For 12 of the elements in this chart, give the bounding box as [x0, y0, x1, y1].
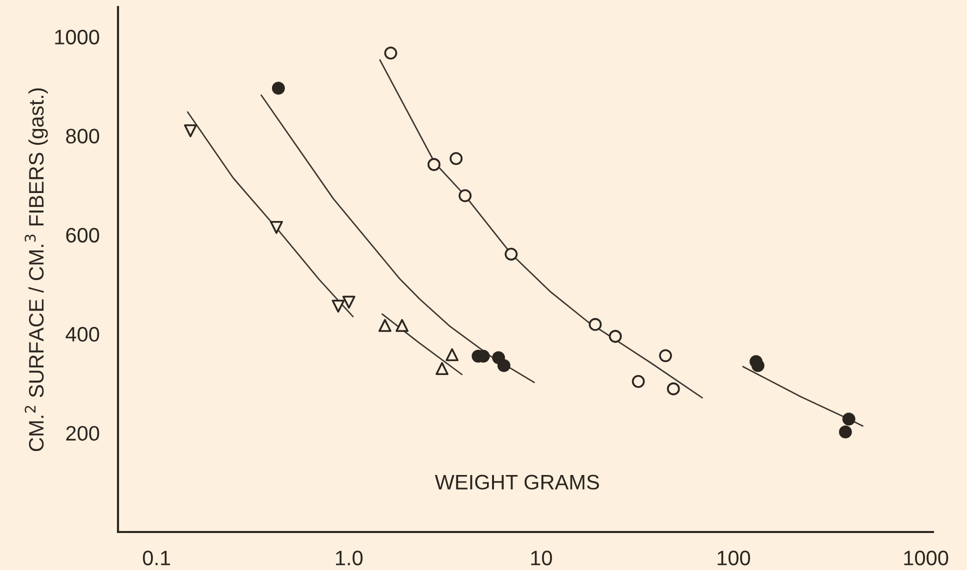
y-tick-label: 400	[66, 326, 100, 342]
x-tick-label: 100	[718, 550, 750, 566]
y-tick-label: 200	[66, 426, 100, 441]
x-axis-title: WEIGHT GRAMS	[434, 474, 599, 490]
y-tick-label: 600	[66, 228, 100, 243]
y-tick-label: 800	[66, 128, 100, 144]
x-tick-label: 1.0	[336, 550, 363, 566]
x-tick-label: 0.1	[142, 550, 170, 566]
y-axis-title: CM.$^{2}$ SURFACE / CM.$^{3}$ FIBERS (gast.)	[24, 88, 48, 452]
x-tick-label: 1000	[904, 550, 948, 566]
x-tick-label: 10	[531, 550, 552, 566]
y-tick-label: 1000	[55, 30, 100, 44]
